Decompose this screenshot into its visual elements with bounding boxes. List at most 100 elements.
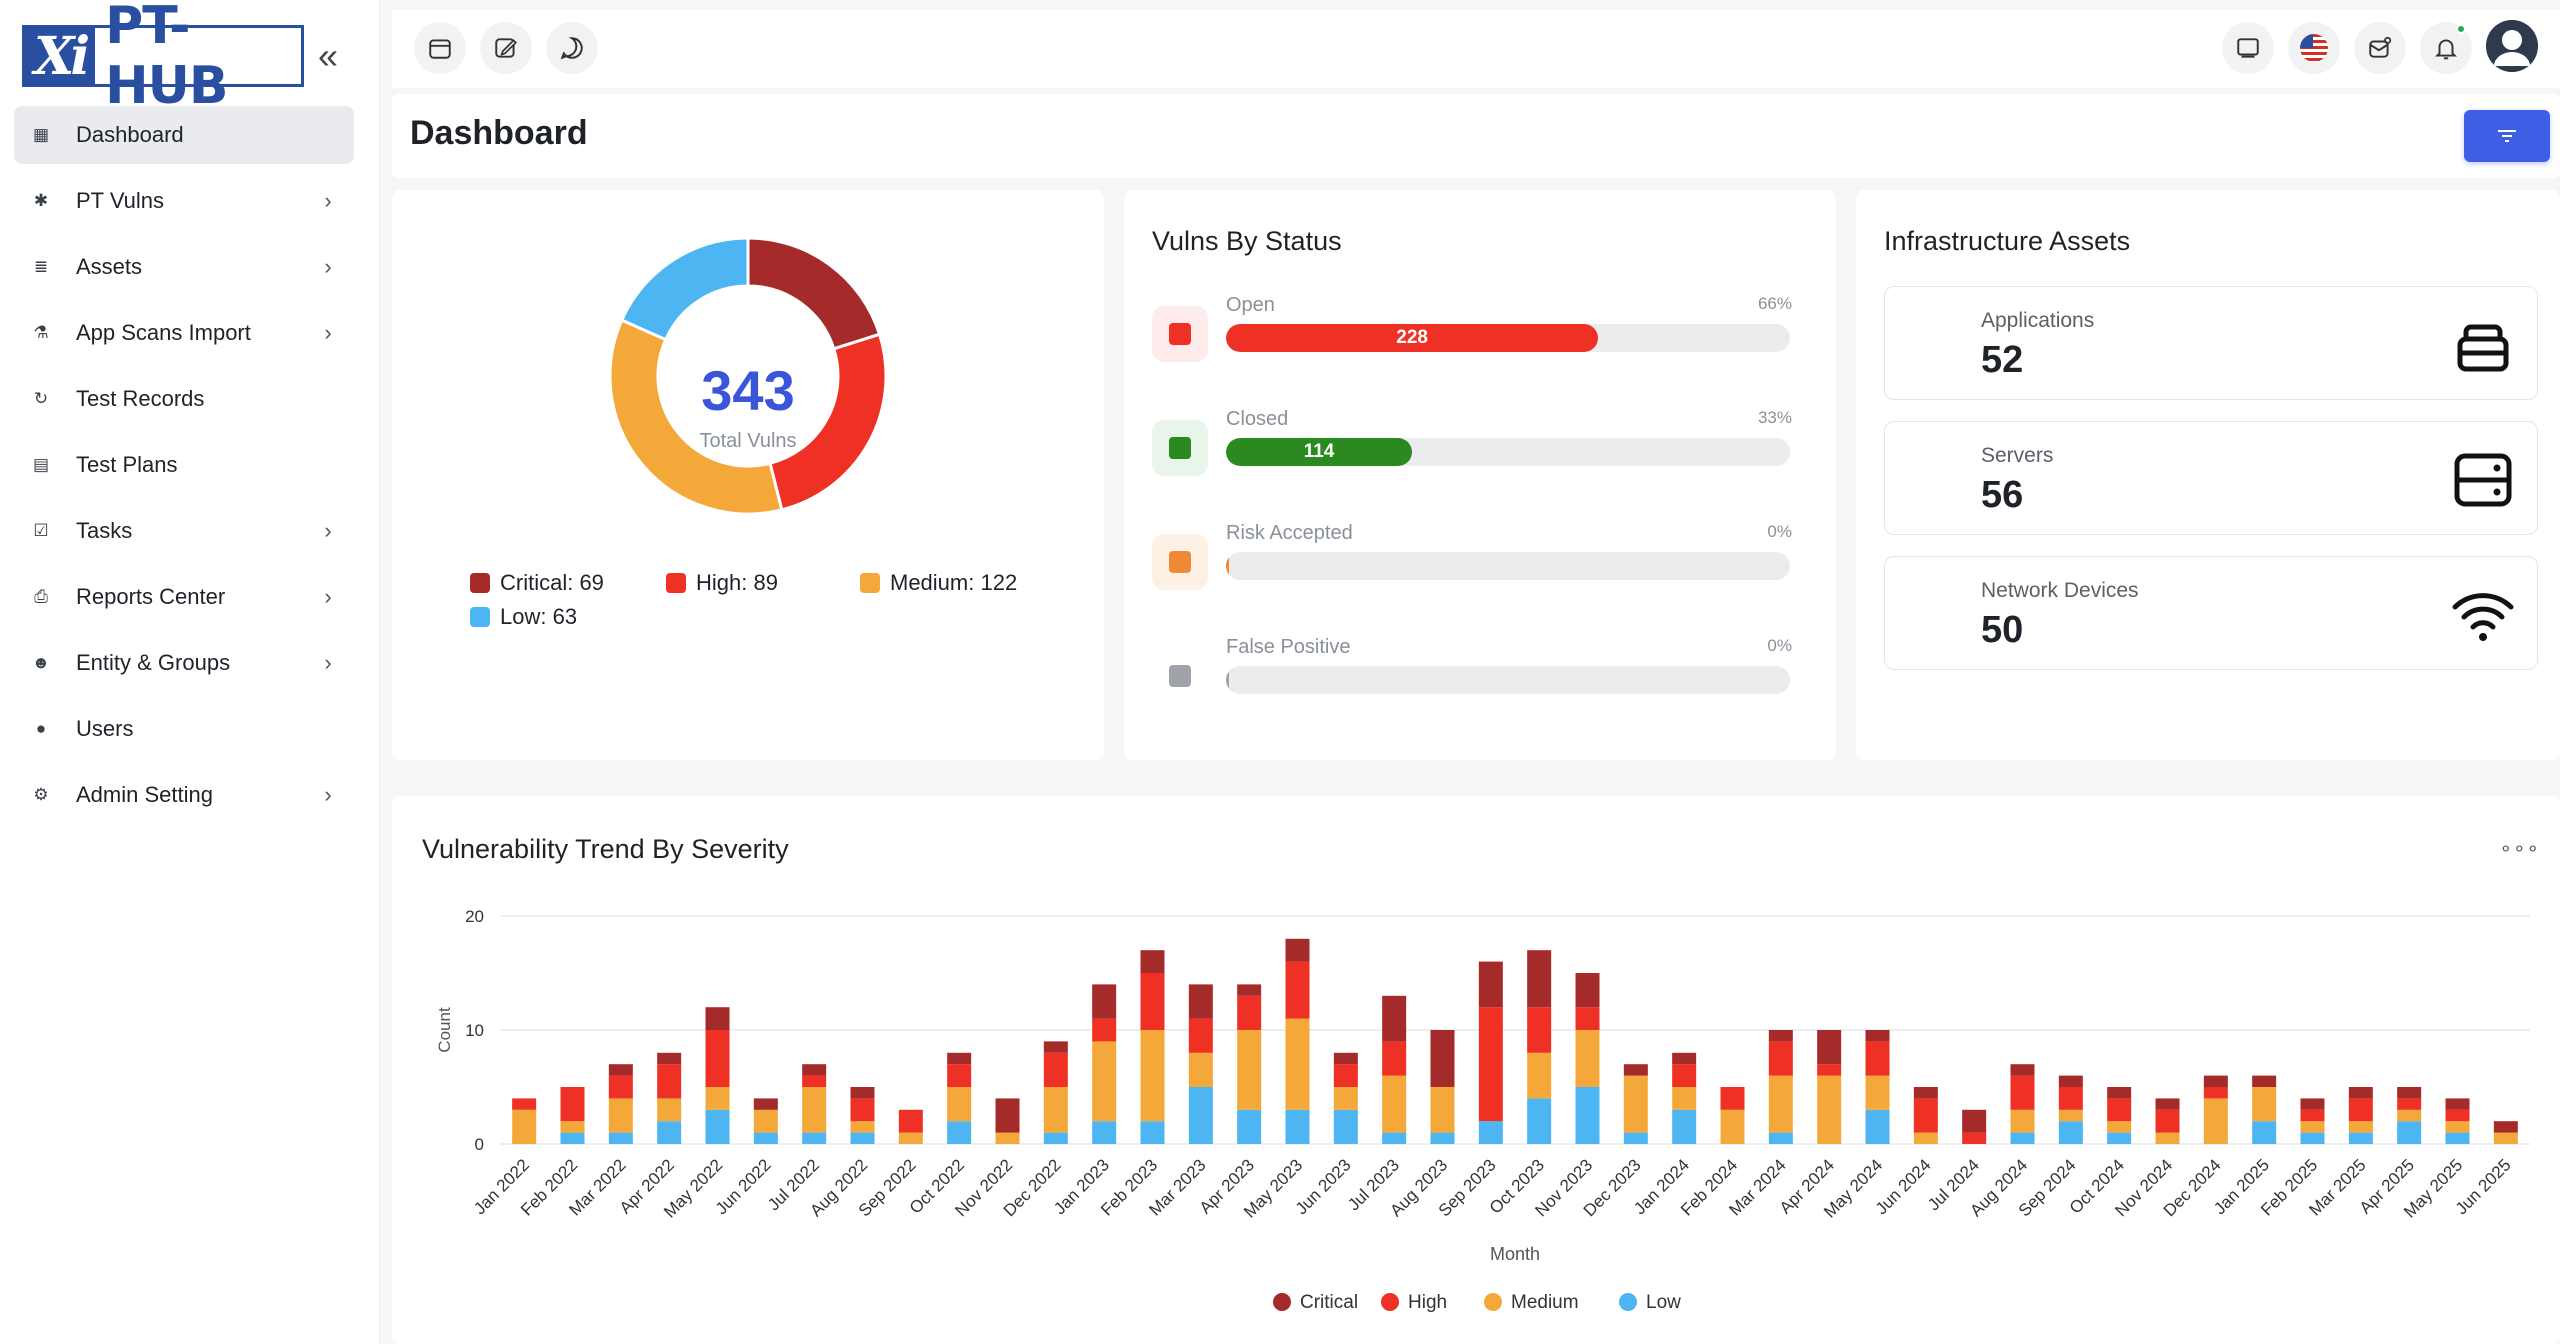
trend-legend-critical[interactable]: Critical: [1273, 1292, 1358, 1313]
edit-button[interactable]: [480, 22, 532, 74]
sidebar-item-pt-vulns[interactable]: ✱ PT Vulns ›: [14, 172, 354, 230]
bar-medium-apr-2024[interactable]: [1817, 1075, 1842, 1144]
bar-high-aug-2022[interactable]: [850, 1098, 875, 1122]
bar-medium-mar-2022[interactable]: [608, 1098, 633, 1133]
monitor-button[interactable]: [2222, 22, 2274, 74]
bar-low-aug-2022[interactable]: [850, 1132, 875, 1144]
bar-critical-jun-2022[interactable]: [753, 1098, 778, 1110]
brand-logo[interactable]: Xi PT-HUB: [22, 0, 304, 116]
collapse-sidebar-icon[interactable]: «: [318, 35, 339, 76]
bar-low-jul-2023[interactable]: [1382, 1132, 1407, 1144]
notifications-button[interactable]: [2420, 22, 2472, 74]
bar-medium-apr-2023[interactable]: [1237, 1030, 1262, 1110]
bar-medium-aug-2023[interactable]: [1430, 1087, 1455, 1133]
trend-legend-low[interactable]: Low: [1619, 1292, 1681, 1313]
sidebar-item-dashboard[interactable]: ▦ Dashboard: [14, 106, 354, 164]
bar-critical-may-2022[interactable]: [705, 1007, 730, 1030]
bar-critical-apr-2023[interactable]: [1237, 984, 1262, 996]
bar-medium-jun-2024[interactable]: [1913, 1132, 1938, 1144]
trend-legend-high[interactable]: High: [1381, 1292, 1447, 1313]
bar-medium-jul-2022[interactable]: [802, 1087, 827, 1133]
chat-button[interactable]: [546, 22, 598, 74]
bar-high-nov-2024[interactable]: [2155, 1109, 2180, 1133]
sidebar-item-test-plans[interactable]: ▤ Test Plans: [14, 436, 354, 494]
bar-low-jan-2025[interactable]: [2252, 1121, 2277, 1144]
bar-low-sep-2023[interactable]: [1478, 1121, 1503, 1144]
bar-low-may-2025[interactable]: [2445, 1132, 2470, 1144]
bar-low-mar-2023[interactable]: [1188, 1087, 1213, 1144]
legend-medium[interactable]: Medium: 122: [860, 570, 1017, 596]
language-button[interactable]: [2288, 22, 2340, 74]
bar-low-aug-2024[interactable]: [2010, 1132, 2035, 1144]
bar-high-apr-2025[interactable]: [2397, 1098, 2422, 1110]
bar-high-jun-2023[interactable]: [1333, 1064, 1358, 1087]
user-avatar[interactable]: [2486, 20, 2538, 72]
bar-high-may-2022[interactable]: [705, 1030, 730, 1087]
bar-high-feb-2023[interactable]: [1140, 973, 1165, 1030]
bar-critical-may-2023[interactable]: [1285, 938, 1310, 962]
mail-button[interactable]: [2354, 22, 2406, 74]
sidebar-item-entity-groups[interactable]: ☻ Entity & Groups ›: [14, 634, 354, 692]
bar-medium-feb-2022[interactable]: [560, 1121, 585, 1133]
bar-high-dec-2022[interactable]: [1043, 1052, 1068, 1087]
network-devices-tile[interactable]: Network Devices 50: [1884, 556, 2538, 670]
bar-high-jul-2024[interactable]: [1962, 1132, 1987, 1144]
bar-medium-dec-2024[interactable]: [2203, 1098, 2228, 1144]
bar-high-mar-2023[interactable]: [1188, 1018, 1213, 1053]
bar-low-apr-2022[interactable]: [657, 1121, 682, 1144]
bar-critical-jan-2023[interactable]: [1092, 984, 1117, 1019]
bar-medium-jun-2025[interactable]: [2493, 1132, 2518, 1144]
bar-high-nov-2023[interactable]: [1575, 1007, 1600, 1030]
sidebar-item-app-scans-import[interactable]: ⚗ App Scans Import ›: [14, 304, 354, 362]
bar-medium-feb-2023[interactable]: [1140, 1030, 1165, 1122]
bar-medium-oct-2022[interactable]: [947, 1087, 972, 1122]
bar-medium-nov-2023[interactable]: [1575, 1030, 1600, 1087]
bar-critical-mar-2024[interactable]: [1768, 1030, 1793, 1042]
bar-low-jun-2023[interactable]: [1333, 1109, 1358, 1144]
bar-critical-jul-2023[interactable]: [1382, 995, 1407, 1042]
bar-medium-mar-2024[interactable]: [1768, 1075, 1793, 1133]
legend-critical[interactable]: Critical: 69: [470, 570, 604, 596]
sidebar-item-admin-setting[interactable]: ⚙ Admin Setting ›: [14, 766, 354, 824]
legend-low[interactable]: Low: 63: [470, 604, 577, 630]
bar-medium-oct-2024[interactable]: [2107, 1121, 2132, 1133]
bar-critical-jun-2024[interactable]: [1913, 1087, 1938, 1099]
bar-medium-jun-2023[interactable]: [1333, 1087, 1358, 1110]
sidebar-item-reports-center[interactable]: ⎙ Reports Center ›: [14, 568, 354, 626]
status-row-false-positive[interactable]: False Positive 0%: [1152, 636, 1792, 736]
bar-medium-feb-2024[interactable]: [1720, 1109, 1745, 1144]
bar-low-feb-2023[interactable]: [1140, 1121, 1165, 1144]
bar-medium-may-2022[interactable]: [705, 1087, 730, 1110]
sidebar-item-assets[interactable]: ≣ Assets ›: [14, 238, 354, 296]
bar-low-mar-2024[interactable]: [1768, 1132, 1793, 1144]
bar-low-sep-2024[interactable]: [2058, 1121, 2083, 1144]
bar-high-jul-2023[interactable]: [1382, 1041, 1407, 1076]
bar-critical-mar-2023[interactable]: [1188, 984, 1213, 1019]
bar-medium-jul-2023[interactable]: [1382, 1075, 1407, 1133]
bar-high-aug-2024[interactable]: [2010, 1075, 2035, 1110]
bar-high-sep-2024[interactable]: [2058, 1087, 2083, 1110]
bar-critical-aug-2023[interactable]: [1430, 1030, 1455, 1087]
bar-high-jan-2022[interactable]: [512, 1098, 537, 1110]
bar-high-oct-2023[interactable]: [1527, 1007, 1552, 1053]
bar-high-feb-2025[interactable]: [2300, 1109, 2325, 1122]
bar-high-mar-2025[interactable]: [2348, 1098, 2373, 1122]
bar-low-apr-2025[interactable]: [2397, 1121, 2422, 1144]
bar-medium-jun-2022[interactable]: [753, 1109, 778, 1133]
bar-high-feb-2022[interactable]: [560, 1087, 585, 1122]
bar-critical-jul-2022[interactable]: [802, 1064, 827, 1076]
bar-critical-jun-2023[interactable]: [1333, 1052, 1358, 1065]
legend-high[interactable]: High: 89: [666, 570, 778, 596]
bar-medium-jan-2025[interactable]: [2252, 1087, 2277, 1122]
bar-high-jan-2024[interactable]: [1672, 1064, 1697, 1087]
bar-high-jan-2023[interactable]: [1092, 1018, 1117, 1042]
bar-high-mar-2022[interactable]: [608, 1075, 633, 1099]
bar-medium-aug-2024[interactable]: [2010, 1109, 2035, 1133]
bar-low-mar-2022[interactable]: [608, 1132, 633, 1144]
bar-high-jun-2024[interactable]: [1913, 1098, 1938, 1133]
bar-critical-may-2024[interactable]: [1865, 1030, 1890, 1042]
bar-low-jun-2022[interactable]: [753, 1132, 778, 1144]
bar-high-apr-2022[interactable]: [657, 1064, 682, 1099]
bar-critical-may-2025[interactable]: [2445, 1098, 2470, 1110]
bar-critical-nov-2024[interactable]: [2155, 1098, 2180, 1110]
